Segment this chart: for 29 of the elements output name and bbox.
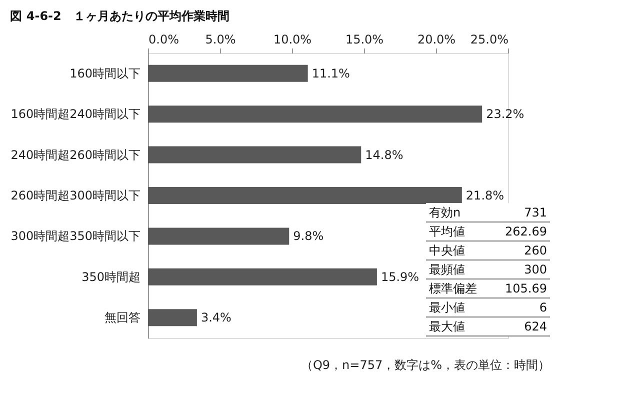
data-label: 21.8% xyxy=(466,188,504,202)
y-tick-label: 160時間以下 xyxy=(70,66,140,80)
data-label: 3.4% xyxy=(200,310,232,325)
data-label: 15.9% xyxy=(380,270,420,284)
y-tick-label: 260時間超300時間以下 xyxy=(10,188,140,202)
x-tick-label: 25.0% xyxy=(470,32,508,46)
data-label: 14.8% xyxy=(365,148,404,162)
y-tick-label: 240時間超260時間以下 xyxy=(10,148,140,162)
x-tick-label: 20.0% xyxy=(417,32,456,46)
data-label: 9.8% xyxy=(293,229,324,244)
y-tick-label: 160時間超240時間以下 xyxy=(10,107,140,122)
chart-title: 図 4-6-2 １ヶ月あたりの平均作業時間 xyxy=(10,9,230,23)
text: 中央値 260 xyxy=(429,244,547,258)
text: 有効n 731 xyxy=(429,206,547,220)
text: 最大値 624 xyxy=(429,320,547,334)
x-tick-label: 15.0% xyxy=(345,32,384,46)
text: 平均値 262.69 xyxy=(429,224,547,238)
y-tick-label: 無回答 xyxy=(104,310,140,325)
text: （Q9，n=757，数字は%，表の単位：時間） xyxy=(300,358,550,372)
data-label: 23.2% xyxy=(486,107,524,122)
y-tick-label: 300時間超350時間以下 xyxy=(10,229,140,244)
text: 標準偏差 105.69 xyxy=(429,282,547,296)
x-tick-label: 5.0% xyxy=(205,32,236,46)
data-label: 11.1% xyxy=(312,66,350,80)
y-tick-label: 350時間超 xyxy=(82,270,140,284)
text: 最小値 6 xyxy=(429,300,547,314)
text: 最頻値 300 xyxy=(429,262,547,276)
x-tick-label: 10.0% xyxy=(273,32,312,46)
x-tick-label: 0.0% xyxy=(148,32,179,46)
